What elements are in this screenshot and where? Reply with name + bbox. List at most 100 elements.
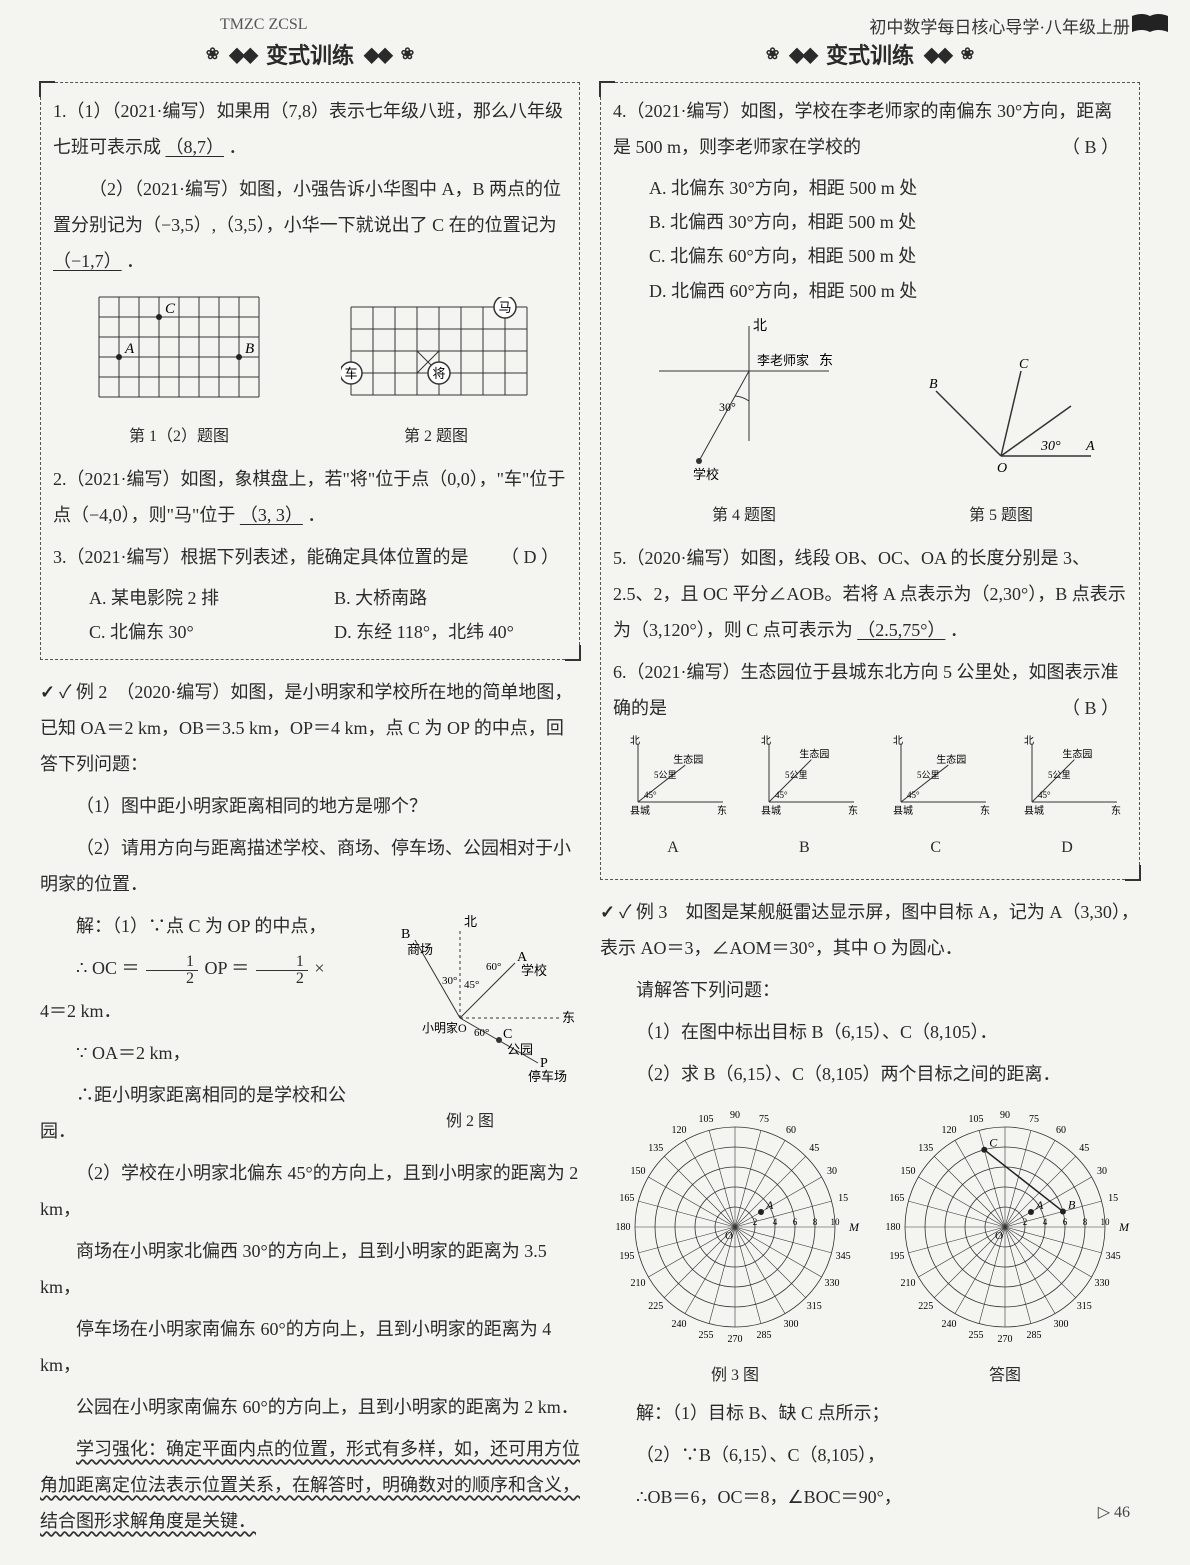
svg-text:商场: 商场 — [407, 942, 433, 957]
svg-text:75: 75 — [1029, 1114, 1039, 1125]
polar-figures: 1530456075901051201351501651801952102252… — [600, 1102, 1140, 1385]
grid-figure-1: ABC — [89, 287, 269, 407]
svg-text:30°: 30° — [442, 975, 457, 987]
example2-sub1: （1）图中距小明家距离相同的地方是哪个？ — [40, 788, 580, 824]
svg-text:255: 255 — [699, 1330, 714, 1341]
svg-text:6: 6 — [1063, 1217, 1068, 1227]
svg-text:2: 2 — [753, 1217, 758, 1227]
example3-ask: 请解答下列问题： — [600, 972, 1140, 1008]
svg-text:A: A — [765, 1198, 774, 1212]
svg-text:300: 300 — [1054, 1319, 1069, 1330]
q1-part1: 1.（1）（2021·编写）如果用（7,8）表示七年级八班，那么八年级七班可表示… — [53, 93, 567, 165]
svg-text:4: 4 — [1043, 1217, 1048, 1227]
polar-left-caption: 例 3 图 — [610, 1361, 860, 1385]
svg-text:车: 车 — [344, 366, 357, 381]
check-icon: ✓ — [40, 682, 55, 702]
svg-text:学校: 学校 — [693, 467, 719, 482]
svg-text:东: 东 — [848, 804, 858, 817]
practice-box-right: 4.（2021·编写）如图，学校在李老师家的南偏东 30°方向，距离是 500 … — [600, 82, 1140, 880]
diamond-icon: ◆◆ — [364, 42, 391, 67]
svg-text:A: A — [124, 341, 135, 357]
ex2-p2c: 停车场在小明家南偏东 60°的方向上，且到小明家的距离为 4 km， — [40, 1311, 580, 1383]
svg-text:5公里: 5公里 — [917, 770, 940, 780]
q4-optB: B. 北偏西 30°方向，相距 500 m 处 — [649, 205, 1127, 239]
svg-text:180: 180 — [616, 1222, 631, 1233]
section-header-left: ❀ ◆◆ 变式训练 ◆◆ ❀ — [40, 38, 580, 70]
svg-text:165: 165 — [619, 1193, 634, 1204]
svg-text:15: 15 — [1108, 1193, 1118, 1204]
svg-text:240: 240 — [672, 1319, 687, 1330]
svg-text:生态园: 生态园 — [800, 747, 830, 760]
svg-text:135: 135 — [918, 1143, 933, 1154]
svg-text:60°: 60° — [474, 1027, 489, 1039]
q3-answer: （ D ） — [501, 539, 559, 575]
q6-text: 6.（2021·编写）生态园位于县城东北方向 5 公里处，如图表示准确的是 （ … — [613, 654, 1127, 726]
ex2-sol4: ∵ OA＝2 km， — [40, 1035, 350, 1071]
svg-text:105: 105 — [699, 1114, 714, 1125]
svg-text:165: 165 — [889, 1193, 904, 1204]
frac-half-1: 12 — [146, 954, 198, 987]
svg-text:A: A — [1035, 1198, 1044, 1212]
svg-text:45°: 45° — [775, 790, 788, 800]
ex2-sol2: ∴ OC ＝ 12 OP ＝ 12 × — [40, 950, 350, 986]
svg-text:135: 135 — [648, 1143, 663, 1154]
svg-text:270: 270 — [728, 1334, 743, 1345]
svg-text:45: 45 — [809, 1143, 819, 1154]
svg-text:45°: 45° — [907, 790, 920, 800]
svg-text:30: 30 — [827, 1166, 837, 1177]
svg-text:30: 30 — [1097, 1166, 1107, 1177]
figure-row-1: ABC 第 1（2）题图 车将马 第 2 题图 — [53, 287, 567, 453]
svg-text:B: B — [245, 341, 254, 357]
svg-text:停车场: 停车场 — [528, 1069, 567, 1084]
svg-text:90: 90 — [1000, 1110, 1010, 1121]
ex2-fig-caption: 例 2 图 — [360, 1107, 580, 1131]
svg-text:270: 270 — [998, 1334, 1013, 1345]
svg-text:285: 285 — [1026, 1330, 1041, 1341]
svg-text:北: 北 — [464, 914, 477, 929]
svg-text:180: 180 — [886, 1222, 901, 1233]
svg-text:小明家O: 小明家O — [422, 1020, 467, 1035]
polar-right: 1530456075901051201351501651801952102252… — [880, 1102, 1130, 1352]
section-title: 变式训练 — [266, 38, 354, 70]
svg-text:240: 240 — [942, 1319, 957, 1330]
svg-text:45°: 45° — [464, 979, 479, 991]
svg-text:生态园: 生态园 — [936, 753, 966, 766]
svg-text:30°: 30° — [1040, 439, 1061, 454]
example2-sub2: （2）请用方向与距离描述学校、商场、停车场、公园相对于小明家的位置． — [40, 830, 580, 902]
svg-text:315: 315 — [1077, 1301, 1092, 1312]
svg-text:北: 北 — [893, 735, 903, 747]
q1-part1-answer: （8,7） — [166, 137, 225, 157]
svg-text:5公里: 5公里 — [785, 770, 808, 780]
svg-text:120: 120 — [672, 1125, 687, 1136]
svg-text:县城: 县城 — [630, 805, 650, 817]
svg-text:马: 马 — [498, 300, 511, 315]
q4-optC: C. 北偏东 60°方向，相距 500 m 处 — [649, 239, 1127, 273]
example3-lead: ✓✓ 例 3 如图是某舰艇雷达显示屏，图中目标 A，记为 A（3,30），表示 … — [600, 894, 1140, 966]
q5-text: 5.（2020·编写）如图，线段 OB、OC、OA 的长度分别是 3、2.5、2… — [613, 540, 1127, 648]
svg-text:M: M — [848, 1220, 860, 1234]
svg-text:8: 8 — [1083, 1217, 1088, 1227]
ex2-p2b: 商场在小明家北偏西 30°的方向上，且到小明家的距离为 3.5 km， — [40, 1233, 580, 1305]
right-column: ❀ ◆◆ 变式训练 ◆◆ ❀ 4.（2021·编写）如图，学校在李老师家的南偏东… — [600, 30, 1140, 1545]
svg-text:李老师家: 李老师家 — [757, 353, 809, 368]
svg-text:60: 60 — [1056, 1125, 1066, 1136]
flower-icon: ❀ — [961, 44, 974, 64]
diamond-icon: ◆◆ — [789, 42, 816, 67]
ex3-sol2: （2）∵B（6,15）、C（8,105）， — [600, 1437, 1140, 1473]
figure-row-q4q5: 北东李老师家学校30° 第 4 题图 ABCO30° 第 5 题图 — [613, 316, 1127, 532]
svg-text:45: 45 — [1079, 1143, 1089, 1154]
svg-text:315: 315 — [807, 1301, 822, 1312]
svg-text:O: O — [725, 1230, 733, 1242]
q4-answer: （ B ） — [1062, 129, 1119, 165]
svg-text:北: 北 — [753, 318, 767, 334]
svg-text:2: 2 — [1023, 1217, 1028, 1227]
q3-optC: C. 北偏东 30° — [89, 615, 304, 649]
q4-figure: 北东李老师家学校30° — [639, 316, 849, 486]
svg-text:东: 东 — [819, 353, 833, 369]
svg-text:公园: 公园 — [507, 1042, 533, 1057]
ex3-sol1: 解：（1）目标 B、缺 C 点所示； — [600, 1395, 1140, 1431]
q2-text: 2.（2021·编写）如图，象棋盘上，若"将"位于点（0,0），"车"位于点（−… — [53, 461, 567, 533]
svg-text:225: 225 — [648, 1301, 663, 1312]
svg-text:60: 60 — [786, 1125, 796, 1136]
ex2-sol1: 解：（1）∵点 C 为 OP 的中点， — [40, 908, 350, 944]
